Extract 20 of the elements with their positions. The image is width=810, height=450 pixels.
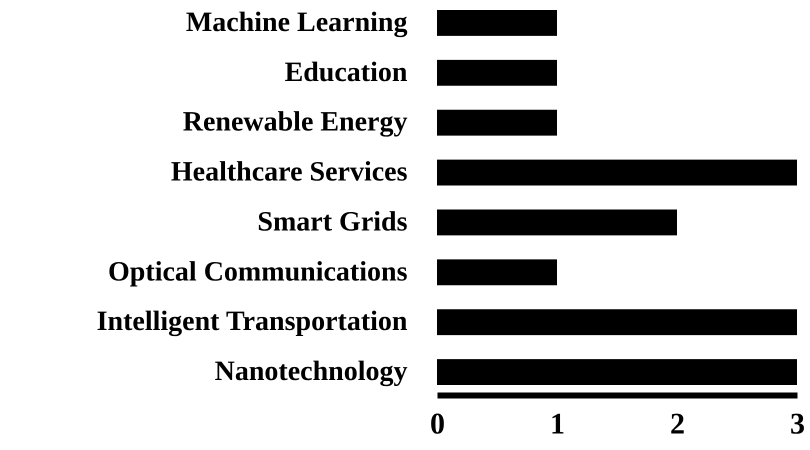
y-tick-label: Machine Learning	[186, 6, 408, 38]
y-tick-label: Education	[284, 56, 408, 88]
x-tick-label: 2	[670, 408, 685, 440]
bar	[437, 359, 797, 386]
bar	[437, 10, 557, 36]
y-tick-label: Nanotechnology	[214, 356, 408, 388]
x-tick-label: 0	[430, 408, 445, 440]
y-tick-label: Renewable Energy	[182, 106, 408, 138]
y-tick-label: Smart Grids	[257, 206, 408, 238]
y-tick-label: Healthcare Services	[170, 156, 408, 188]
bar	[437, 309, 797, 336]
x-tick-label: 1	[550, 408, 565, 440]
y-tick-label: Intelligent Transportation	[96, 306, 408, 338]
bar	[437, 160, 797, 186]
bar	[437, 110, 557, 136]
bar	[437, 60, 557, 86]
y-tick-label: Optical Communications	[108, 256, 408, 288]
bar	[437, 259, 557, 286]
x-tick-label: 3	[790, 408, 805, 440]
bar	[437, 209, 677, 236]
